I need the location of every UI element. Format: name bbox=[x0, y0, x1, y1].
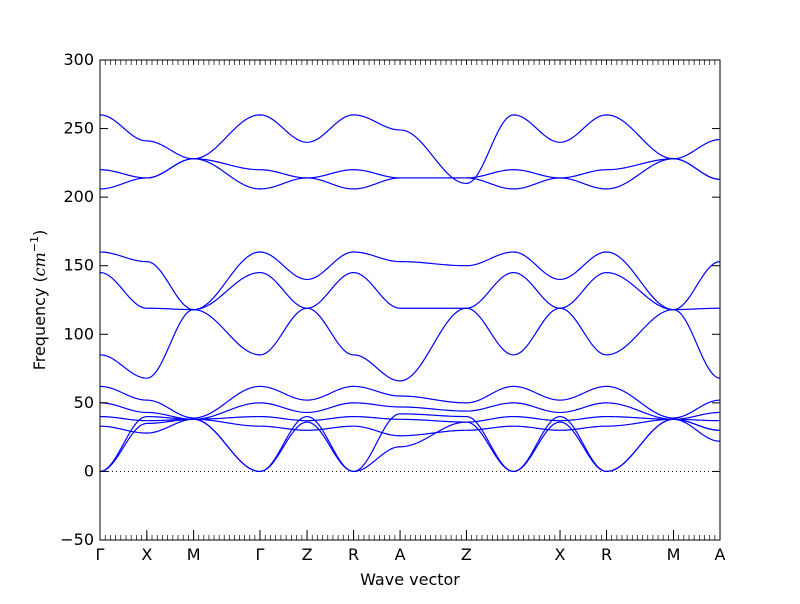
y-tick-label: 150 bbox=[63, 256, 94, 275]
x-tick-label: R bbox=[601, 545, 612, 564]
x-tick-label: M bbox=[187, 545, 201, 564]
y-tick-label: 100 bbox=[63, 324, 94, 343]
y-tick-label: 0 bbox=[84, 461, 94, 480]
series-group bbox=[99, 114, 721, 473]
y-tick-label: 50 bbox=[74, 393, 94, 412]
y-tick-label: 250 bbox=[63, 119, 94, 138]
y-axis-label-text: Frequency ( bbox=[30, 276, 49, 370]
x-tick-label: Γ bbox=[96, 545, 105, 564]
x-tick-label: Γ bbox=[255, 545, 264, 564]
y-axis-label-unit: cm bbox=[30, 252, 49, 276]
x-tick-label: R bbox=[348, 545, 359, 564]
x-tick-label: A bbox=[715, 545, 726, 564]
x-tick-label: X bbox=[141, 545, 152, 564]
y-axis-label-exponent: −1 bbox=[28, 236, 41, 252]
x-tick-label: X bbox=[555, 545, 566, 564]
x-tick-label: Z bbox=[461, 545, 472, 564]
y-tick-label: 300 bbox=[63, 50, 94, 69]
y-axis-label: Frequency (cm−1) bbox=[28, 230, 49, 371]
y-axis: −50 0 50 100 150 200 250 300 bbox=[60, 50, 720, 549]
y-axis-label-close: ) bbox=[30, 230, 49, 236]
x-axis-label: Wave vector bbox=[360, 570, 460, 589]
x-tick-label: A bbox=[395, 545, 406, 564]
band-series-6 bbox=[99, 385, 721, 419]
y-tick-label: 200 bbox=[63, 187, 94, 206]
x-tick-label: M bbox=[667, 545, 681, 564]
x-tick-label: Z bbox=[302, 545, 313, 564]
band-series-11 bbox=[99, 418, 721, 473]
y-tick-label: −50 bbox=[60, 530, 94, 549]
band-series-5 bbox=[99, 307, 721, 382]
band-series-2 bbox=[99, 158, 721, 190]
